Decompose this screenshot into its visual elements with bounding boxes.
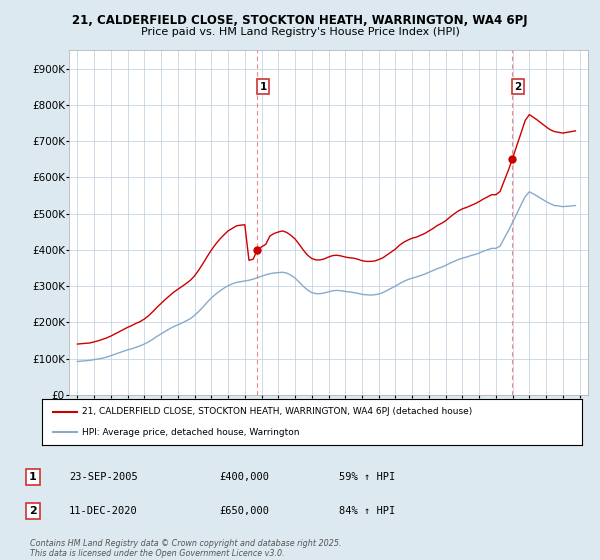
Text: Price paid vs. HM Land Registry's House Price Index (HPI): Price paid vs. HM Land Registry's House … — [140, 27, 460, 38]
Text: 23-SEP-2005: 23-SEP-2005 — [69, 472, 138, 482]
Text: 11-DEC-2020: 11-DEC-2020 — [69, 506, 138, 516]
Text: 59% ↑ HPI: 59% ↑ HPI — [339, 472, 395, 482]
Text: 1: 1 — [29, 472, 37, 482]
Text: 84% ↑ HPI: 84% ↑ HPI — [339, 506, 395, 516]
Text: Contains HM Land Registry data © Crown copyright and database right 2025.
This d: Contains HM Land Registry data © Crown c… — [30, 539, 341, 558]
Text: 1: 1 — [260, 82, 267, 92]
Text: £400,000: £400,000 — [219, 472, 269, 482]
Text: 21, CALDERFIELD CLOSE, STOCKTON HEATH, WARRINGTON, WA4 6PJ (detached house): 21, CALDERFIELD CLOSE, STOCKTON HEATH, W… — [83, 407, 473, 416]
Text: 2: 2 — [514, 82, 521, 92]
Text: 2: 2 — [29, 506, 37, 516]
Text: HPI: Average price, detached house, Warrington: HPI: Average price, detached house, Warr… — [83, 428, 300, 437]
Text: 21, CALDERFIELD CLOSE, STOCKTON HEATH, WARRINGTON, WA4 6PJ: 21, CALDERFIELD CLOSE, STOCKTON HEATH, W… — [72, 14, 528, 27]
Text: £650,000: £650,000 — [219, 506, 269, 516]
